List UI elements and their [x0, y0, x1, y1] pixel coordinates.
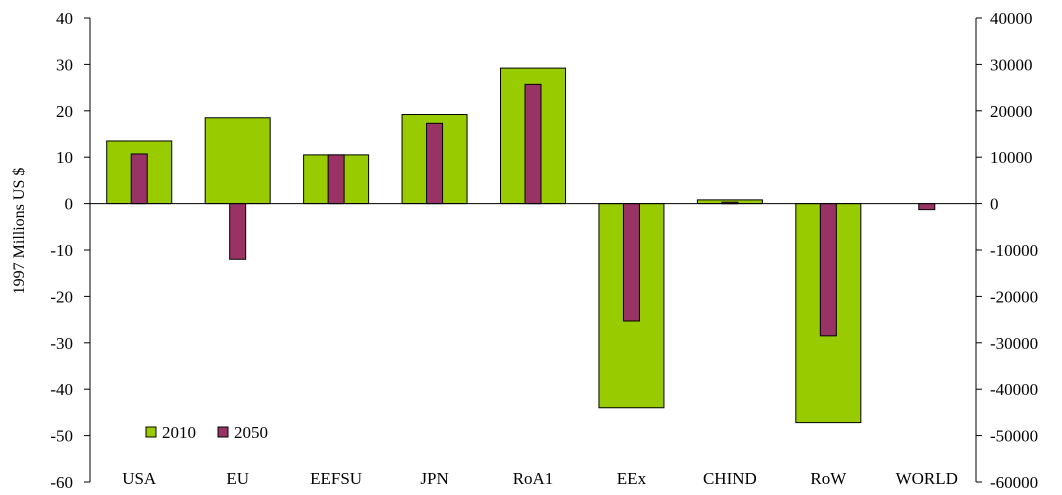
y-right-tick-label: 0 [990, 195, 999, 214]
y-left-tick-label: -10 [50, 241, 73, 260]
y-right-tick-label: 10000 [990, 148, 1033, 167]
x-tick-label: RoW [810, 469, 847, 488]
x-tick-label: WORLD [896, 469, 958, 488]
y-left-tick-label: -40 [50, 380, 73, 399]
x-tick-label: RoA1 [513, 469, 554, 488]
y-right-tick-label: 40000 [990, 9, 1033, 28]
x-tick-label: CHIND [703, 469, 757, 488]
legend-swatch-2010 [145, 426, 157, 438]
bar-2050 [918, 203, 936, 211]
y-left-tick-label: -60 [50, 473, 73, 492]
y-right-tick-label: -50000 [990, 427, 1038, 446]
y-left-tick-label: -30 [50, 334, 73, 353]
bar-2050 [819, 203, 837, 337]
bar-2010 [204, 117, 271, 205]
y-right-tick-label: -10000 [990, 241, 1038, 260]
bar-2050 [622, 203, 640, 322]
y-right-tick-label: -60000 [990, 473, 1038, 492]
x-tick-label: EEx [617, 469, 647, 488]
y-left-tick-label: -20 [50, 287, 73, 306]
x-tick-label: EU [226, 469, 249, 488]
y-left-tick-label: 0 [65, 195, 74, 214]
bar-2050 [229, 203, 247, 260]
y-left-tick-label: 10 [56, 148, 73, 167]
legend-swatch-2050 [217, 426, 229, 438]
legend: 2010 2050 [145, 423, 268, 442]
y-right-tick-label: -20000 [990, 287, 1038, 306]
y-right-tick-label: 30000 [990, 55, 1033, 74]
x-tick-label: USA [122, 469, 157, 488]
bar-2050 [426, 122, 444, 205]
y-left-tick-label: -50 [50, 427, 73, 446]
bar-2050 [327, 154, 345, 205]
y-left-axis-title: 1997 Millions US $ [11, 168, 28, 295]
x-tick-label: JPN [420, 469, 448, 488]
bar-2050 [130, 153, 148, 205]
plot-area: 403020100-10-20-30-40-50-604000030000200… [50, 9, 1038, 492]
bar-2050 [524, 83, 542, 205]
y-left-tick-label: 30 [56, 55, 73, 74]
y-right-tick-label: -40000 [990, 380, 1038, 399]
x-tick-label: EEFSU [310, 469, 362, 488]
legend-label-2010: 2010 [162, 423, 196, 442]
legend-label-2050: 2050 [234, 423, 268, 442]
y-right-tick-label: -30000 [990, 334, 1038, 353]
y-left-tick-label: 40 [56, 9, 73, 28]
y-right-tick-label: 20000 [990, 102, 1033, 121]
y-left-tick-label: 20 [56, 102, 73, 121]
